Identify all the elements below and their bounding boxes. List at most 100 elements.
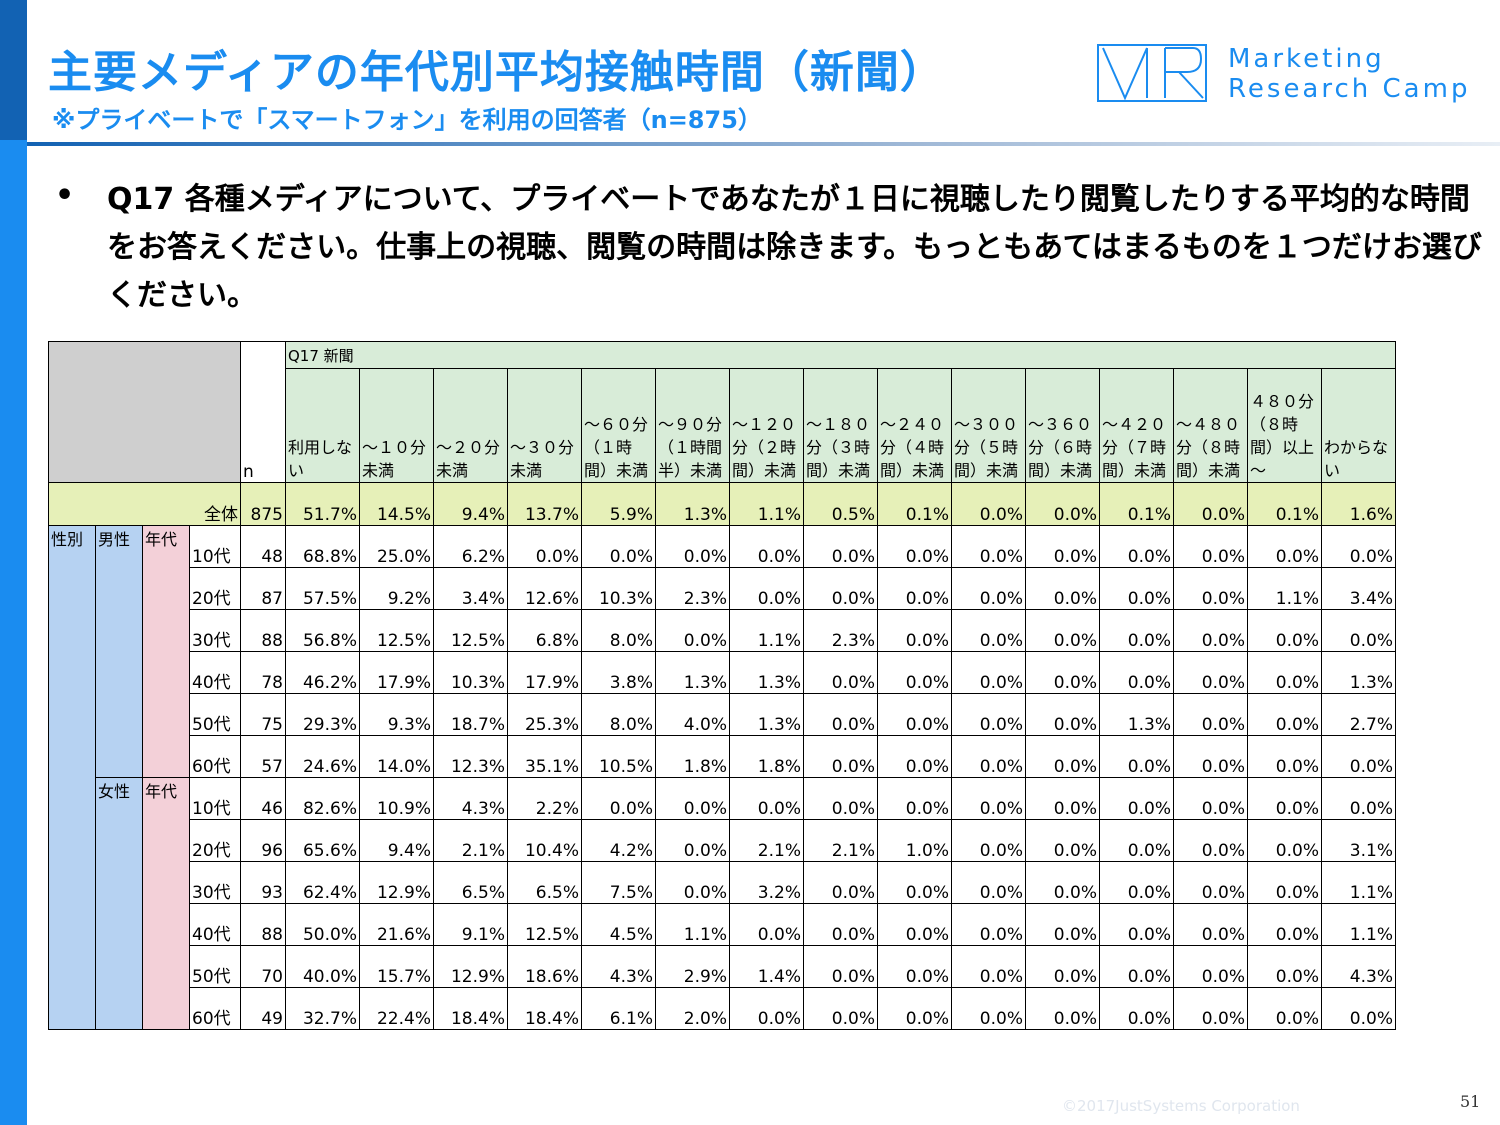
row-value: 0.0% [803,693,878,736]
results-table: n Q17 新聞 利用しない ～１０分未満 ～２０分未満 ～３０分未満 ～６０分（１時間）未… [48,341,1396,1030]
total-row: 全体 875 51.7% 14.5% 9.4% 13.7% 5.9% 1.3% 1.1% 0.5%… [48,482,1396,526]
row-value: 0.0% [1025,567,1100,610]
row-value: 1.1% [1321,861,1396,904]
table-row: 20代 87 57.5% 9.2% 3.4% 12.6% 10.3% 2.3% 0.0% 0.0%… [49,567,1396,610]
age-label: 30代 [189,609,241,652]
row-value: 4.5% [581,903,656,946]
total-label: 全体 [48,482,241,526]
left-accent-bar [0,0,27,1125]
question-header: Q17 新聞 [285,341,1396,369]
row-value: 1.8% [729,735,804,778]
page-title: 主要メディアの年代別平均接触時間（新聞） [48,47,945,98]
column-header: ～６０分（１時間）未満 [581,368,656,483]
column-header: ～１８０分（３時間）未満 [803,368,878,483]
row-value: 0.0% [1099,609,1174,652]
column-header: ～１２０分（２時間）未満 [729,368,804,483]
row-value: 12.9% [359,861,434,904]
table-row: 女性 年代 10代 46 82.6% 10.9% 4.3% 2.2% 0.0% 0.0% 0.0% 0… [49,777,1396,1030]
row-n: 70 [240,945,286,988]
column-header: ～９０分（１時間半）未満 [655,368,730,483]
column-header: ～２４０分（４時間）未満 [877,368,952,483]
row-value: 4.3% [581,945,656,988]
row-value: 6.5% [507,861,582,904]
row-value: 0.0% [877,945,952,988]
row-value: 10.4% [507,819,582,862]
row-value: 2.3% [655,567,730,610]
row-value: 1.3% [729,693,804,736]
brand-name: Marketing Research Camp [1228,44,1470,104]
row-value: 0.0% [1321,735,1396,778]
row-value: 0.0% [1173,735,1248,778]
row-value: 50.0% [285,903,360,946]
row-value: 0.0% [1099,777,1174,820]
row-value: 3.4% [433,567,508,610]
row-value: 0.0% [951,861,1026,904]
row-value: 0.0% [1025,903,1100,946]
row-value: 0.0% [951,693,1026,736]
row-value: 2.3% [803,609,878,652]
row-value: 0.0% [951,819,1026,862]
row-value: 2.1% [729,819,804,862]
total-value: 13.7% [507,482,582,526]
row-value: 1.3% [655,651,730,694]
row-value: 0.0% [729,987,804,1030]
total-value: 0.0% [1025,482,1100,526]
row-value: 0.0% [877,777,952,820]
row-value: 0.0% [729,525,804,568]
row-value: 0.0% [877,567,952,610]
age-label: 40代 [189,903,241,946]
row-value: 1.1% [655,903,730,946]
row-value: 0.0% [1099,735,1174,778]
row-value: 0.0% [1173,903,1248,946]
row-value: 0.0% [1025,735,1100,778]
row-value: 0.0% [1247,609,1322,652]
table-row: 60代 49 32.7% 22.4% 18.4% 18.4% 6.1% 2.0% 0.0% 0.0… [49,987,1396,1030]
row-n: 46 [240,777,286,820]
row-value: 0.0% [877,903,952,946]
table-row: 50代 75 29.3% 9.3% 18.7% 25.3% 8.0% 4.0% 1.3% 0.0%… [49,693,1396,736]
row-value: 1.4% [729,945,804,988]
row-value: 15.7% [359,945,434,988]
row-value: 0.0% [803,945,878,988]
row-value: 6.1% [581,987,656,1030]
row-value: 0.0% [1173,609,1248,652]
table-row: 60代 57 24.6% 14.0% 12.3% 35.1% 10.5% 1.8% 1.8% 0.… [49,735,1396,778]
header-row-question: n Q17 新聞 [48,341,1396,483]
row-value: 0.0% [1321,525,1396,568]
total-value: 0.5% [803,482,878,526]
column-header: ～４８０分（８時間）未満 [1173,368,1248,483]
row-value: 12.3% [433,735,508,778]
row-value: 0.0% [951,777,1026,820]
row-value: 1.1% [1247,567,1322,610]
age-label: 30代 [189,861,241,904]
page-subtitle: ※プライベートで「スマートフォン」を利用の回答者（n=875） [52,106,762,134]
row-value: 10.9% [359,777,434,820]
row-value: 4.3% [1321,945,1396,988]
row-value: 1.3% [729,651,804,694]
row-value: 24.6% [285,735,360,778]
row-value: 2.9% [655,945,730,988]
row-value: 0.0% [655,819,730,862]
row-n: 75 [240,693,286,736]
row-value: 10.3% [433,651,508,694]
row-value: 0.0% [1099,819,1174,862]
row-value: 0.0% [803,735,878,778]
age-label: 20代 [189,819,241,862]
column-header: ～４２０分（７時間）未満 [1099,368,1174,483]
row-value: 0.0% [877,987,952,1030]
row-value: 0.0% [1099,861,1174,904]
row-value: 12.6% [507,567,582,610]
row-value: 0.0% [951,987,1026,1030]
row-n: 48 [240,525,286,568]
bullet-icon: • [55,178,75,213]
column-header: わからない [1321,368,1396,483]
total-value: 51.7% [285,482,360,526]
row-value: 68.8% [285,525,360,568]
table-row: 40代 88 50.0% 21.6% 9.1% 12.5% 4.5% 1.1% 0.0% 0.0%… [49,903,1396,946]
row-value: 0.0% [1025,609,1100,652]
row-value: 0.0% [507,525,582,568]
row-value: 35.1% [507,735,582,778]
row-value: 0.0% [1247,735,1322,778]
row-value: 2.7% [1321,693,1396,736]
row-value: 0.0% [1025,819,1100,862]
